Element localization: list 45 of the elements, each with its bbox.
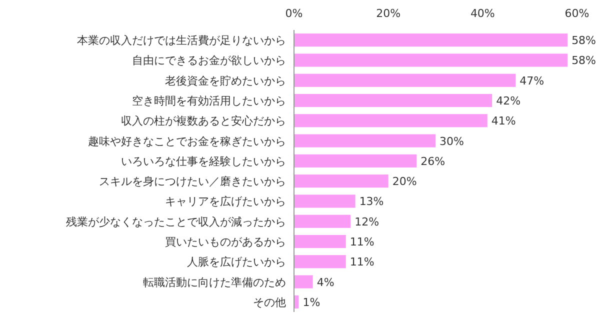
data-label: 30% — [440, 134, 464, 148]
y-tick-label: スキルを身につけたい／磨きたいから — [99, 175, 286, 188]
x-tick-label: 40% — [470, 7, 495, 20]
y-tick-label: 老後資金を貯めたいから — [165, 74, 286, 88]
bar — [294, 34, 568, 47]
data-label: 1% — [302, 296, 320, 309]
y-tick-label: キャリアを広げたいから — [165, 195, 286, 208]
y-tick-label: 自由にできるお金が欲しいから — [132, 54, 286, 68]
data-label: 26% — [420, 154, 446, 168]
bar — [294, 154, 417, 168]
bar — [294, 275, 313, 288]
bar — [294, 174, 388, 188]
data-label: 58% — [572, 54, 596, 68]
data-label: 11% — [350, 236, 374, 248]
bar — [294, 214, 351, 228]
x-tick-label: 20% — [376, 7, 401, 20]
bar — [294, 114, 488, 128]
data-label: 47% — [520, 74, 544, 88]
x-tick-label: 0% — [285, 7, 303, 20]
bar — [294, 194, 356, 208]
x-tick-label: 60% — [564, 7, 590, 20]
data-label: 58% — [572, 34, 596, 48]
y-tick-label: 買いたいものがあるから — [165, 236, 286, 248]
bar — [294, 134, 436, 148]
y-tick-label: 空き時間を有効活用したいから — [132, 94, 286, 108]
y-tick-label: いろいろな仕事を経験したいから — [121, 154, 286, 168]
data-label: 42% — [496, 94, 521, 108]
y-tick-label: 収入の柱が複数あると安心だから — [121, 114, 286, 128]
data-label: 11% — [350, 256, 374, 269]
bar — [294, 94, 492, 108]
bar — [294, 54, 568, 67]
data-label: 41% — [491, 114, 516, 128]
y-tick-label: 本業の収入だけでは生活費が足りないから — [77, 34, 286, 48]
y-tick-label: 趣味や好きなことでお金を稼ぎたいから — [88, 134, 286, 148]
bar — [294, 234, 346, 248]
data-label: 20% — [392, 175, 417, 188]
data-label: 12% — [354, 215, 380, 228]
bar — [294, 255, 346, 268]
y-tick-label: 人脈を広げたいから — [187, 256, 286, 269]
bar — [294, 74, 516, 87]
y-tick-label: 転職活動に向けた準備のため — [143, 276, 286, 289]
y-tick-label: その他 — [253, 296, 286, 309]
data-label: 13% — [359, 195, 384, 208]
data-label: 4% — [316, 276, 334, 289]
y-tick-label: 残業が少なくなったことで収入が減ったから — [66, 215, 286, 228]
